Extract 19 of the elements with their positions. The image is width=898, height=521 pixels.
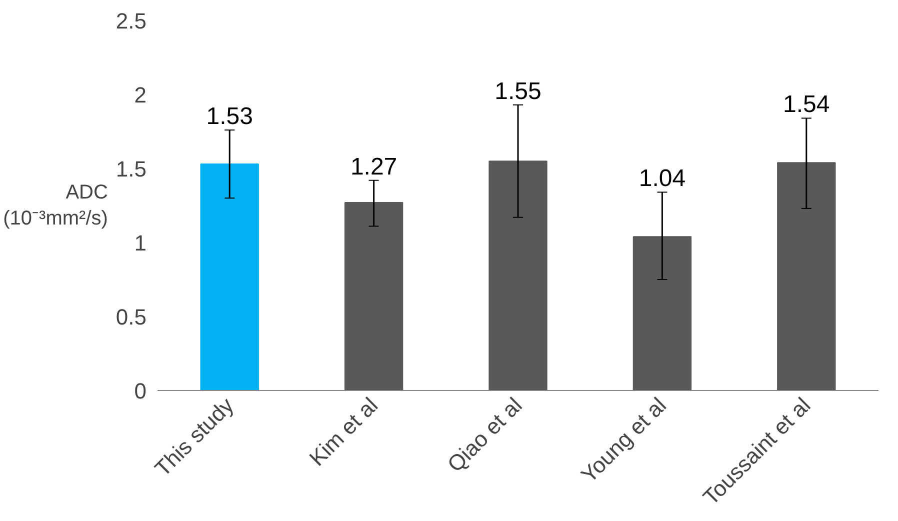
x-tick-label: Kim et al xyxy=(304,392,383,471)
y-axis-title: ADC (10⁻³mm²/s) xyxy=(3,181,108,230)
data-label: 1.53 xyxy=(206,103,253,130)
y-tick-label: 1 xyxy=(134,230,147,256)
bar xyxy=(344,202,404,390)
y-tick-label: 2.5 xyxy=(116,8,147,34)
y-tick-label: 2 xyxy=(134,82,147,108)
data-label: 1.55 xyxy=(494,78,542,105)
data-label: 1.27 xyxy=(350,153,398,180)
data-label: 1.54 xyxy=(783,91,830,118)
bar xyxy=(777,162,836,390)
y-tick-label: 1.5 xyxy=(116,156,147,182)
y-tick-label: 0.5 xyxy=(116,304,147,330)
bar xyxy=(200,164,259,390)
bar xyxy=(488,160,548,390)
bar xyxy=(632,236,692,390)
x-tick-label: Qiao et al xyxy=(442,392,527,477)
data-label: 1.04 xyxy=(638,165,686,192)
y-tick-label: 0 xyxy=(134,378,147,404)
